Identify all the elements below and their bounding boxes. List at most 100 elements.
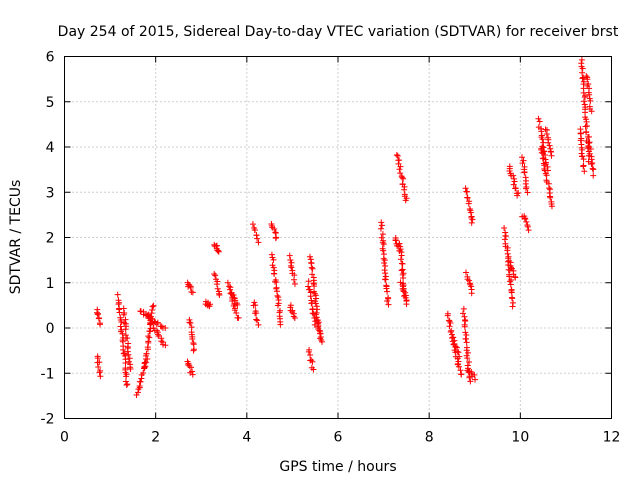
data-point: [463, 339, 470, 346]
data-point: [522, 216, 529, 223]
data-point: [464, 194, 471, 201]
data-point: [380, 241, 387, 248]
data-point: [464, 188, 471, 195]
data-point: [539, 136, 546, 143]
data-point: [522, 185, 529, 192]
data-point: [306, 253, 313, 260]
data-point: [506, 168, 513, 175]
data-point: [277, 321, 284, 328]
data-point: [226, 283, 233, 290]
data-point: [186, 282, 193, 289]
data-point: [255, 321, 262, 328]
axis-ticks: [64, 56, 612, 419]
data-point: [162, 325, 169, 332]
data-point: [215, 247, 222, 254]
x-axis-label: GPS time / hours: [279, 459, 396, 475]
data-point: [465, 200, 472, 207]
data-point: [463, 347, 470, 354]
data-point: [397, 256, 404, 263]
data-point: [122, 359, 129, 366]
data-point: [455, 363, 462, 370]
x-tick-label: 2: [151, 430, 160, 446]
data-point: [547, 148, 554, 155]
data-point: [382, 270, 389, 277]
data-point: [307, 352, 314, 359]
data-point: [377, 225, 384, 232]
data-point: [126, 355, 133, 362]
data-point: [253, 310, 260, 317]
data-point: [511, 175, 518, 182]
data-point: [145, 338, 152, 345]
data-point: [586, 139, 593, 146]
data-point: [579, 75, 586, 82]
data-points: [94, 56, 597, 398]
data-point: [523, 218, 530, 225]
data-point: [137, 378, 144, 385]
data-point: [254, 235, 261, 242]
data-point: [472, 376, 479, 383]
data-point: [116, 309, 123, 316]
data-point: [252, 302, 259, 309]
x-tick-label: 12: [603, 430, 621, 446]
data-point: [150, 302, 157, 309]
data-point: [287, 262, 294, 269]
chart-title: Day 254 of 2015, Sidereal Day-to-day VTE…: [58, 24, 619, 40]
data-point: [309, 358, 316, 365]
data-point: [577, 130, 584, 137]
data-point: [127, 366, 134, 373]
y-tick-label: 5: [46, 95, 55, 111]
data-point: [460, 305, 467, 312]
data-point: [590, 166, 597, 173]
data-point: [541, 167, 548, 174]
data-point: [383, 285, 390, 292]
data-point: [398, 260, 405, 267]
data-point: [589, 165, 596, 172]
data-point: [587, 97, 594, 104]
data-point: [447, 328, 454, 335]
data-point: [308, 264, 315, 271]
data-point: [117, 323, 124, 330]
data-point: [547, 145, 554, 152]
data-point: [381, 257, 388, 264]
data-point: [587, 146, 594, 153]
data-point: [235, 314, 242, 321]
data-point: [577, 137, 584, 144]
data-point: [144, 344, 151, 351]
data-point: [186, 319, 193, 326]
data-point: [467, 378, 474, 385]
data-point: [272, 229, 279, 236]
data-point: [274, 302, 281, 309]
data-point: [451, 337, 458, 344]
y-tick-label: 6: [46, 50, 55, 66]
data-point: [588, 161, 595, 168]
data-point: [122, 378, 129, 385]
data-point: [545, 139, 552, 146]
data-point: [271, 270, 278, 277]
data-point: [506, 273, 513, 280]
data-point: [291, 281, 298, 288]
data-point: [255, 239, 262, 246]
data-point: [444, 312, 451, 319]
data-point: [124, 381, 131, 388]
data-point: [137, 308, 144, 315]
data-point: [398, 252, 405, 259]
data-point: [379, 231, 386, 238]
data-point: [456, 353, 463, 360]
data-point: [505, 258, 512, 265]
data-point: [462, 335, 469, 342]
y-tick-labels: -2 -1 0 1 2 3 4 5 6: [41, 50, 55, 428]
data-point: [400, 274, 407, 281]
data-point: [378, 219, 385, 226]
data-point: [508, 289, 515, 296]
data-point: [133, 391, 140, 398]
data-point: [525, 227, 532, 234]
data-point: [154, 331, 161, 338]
data-point: [396, 157, 403, 164]
data-point: [268, 251, 275, 258]
data-point: [586, 133, 593, 140]
data-point: [509, 303, 516, 310]
data-point: [143, 350, 150, 357]
data-point: [378, 234, 385, 241]
data-point: [399, 174, 406, 181]
data-point: [588, 108, 595, 115]
